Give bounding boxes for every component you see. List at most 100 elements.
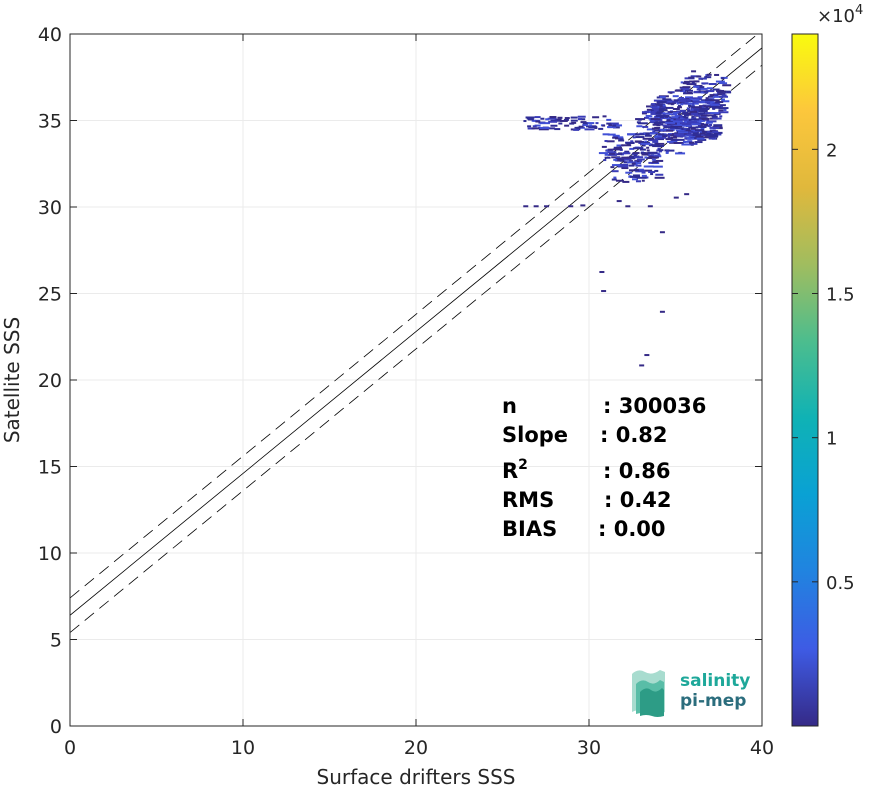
stats-label: RMS	[502, 488, 554, 512]
density-cell	[532, 125, 537, 128]
density-cell	[625, 141, 635, 144]
density-cell	[687, 137, 695, 140]
density-cell	[700, 77, 707, 80]
density-cell	[681, 123, 691, 126]
density-cell	[659, 106, 663, 109]
density-cell	[712, 107, 716, 110]
density-cell	[691, 116, 695, 119]
density-cell	[678, 132, 689, 135]
density-cell	[592, 116, 600, 119]
density-cell	[697, 97, 702, 100]
scatter-point	[691, 70, 697, 73]
density-cell	[668, 137, 673, 140]
density-cell	[695, 112, 705, 115]
density-cell	[684, 89, 693, 92]
density-cell	[686, 107, 690, 110]
density-cell	[576, 126, 585, 129]
y-tick-label: 35	[38, 111, 62, 133]
density-cell	[691, 113, 699, 116]
stats-label: n	[502, 394, 517, 418]
density-cell	[676, 102, 680, 105]
density-cell	[717, 93, 726, 96]
density-cell	[706, 112, 712, 115]
density-cell	[642, 125, 649, 128]
colorbar-tick-label: 0.5	[826, 573, 855, 594]
density-cell	[694, 108, 700, 111]
density-cell	[688, 119, 692, 122]
density-cell	[697, 96, 703, 99]
y-tick-label: 0	[50, 716, 62, 738]
density-cell	[694, 119, 704, 122]
colorbar-tick-label: 2	[826, 140, 837, 161]
density-cell	[705, 121, 713, 124]
density-cell	[666, 134, 677, 137]
density-cell	[652, 140, 659, 143]
density-cell	[557, 116, 563, 119]
density-cell	[564, 124, 570, 127]
density-cell	[646, 108, 655, 111]
density-cell	[577, 115, 586, 118]
scatter-point	[578, 125, 584, 128]
density-cell	[612, 148, 623, 151]
density-cell	[655, 135, 663, 138]
density-cell	[708, 102, 713, 105]
density-cell	[710, 99, 720, 102]
density-cell	[677, 106, 683, 109]
density-cell	[675, 118, 680, 121]
x-tick-label: 0	[64, 737, 76, 759]
density-cell	[704, 136, 715, 139]
density-cell	[687, 102, 691, 105]
density-cell	[664, 115, 668, 118]
density-cell	[611, 178, 617, 181]
density-cell	[662, 104, 666, 107]
density-cell	[672, 111, 679, 114]
density-cell	[651, 111, 660, 114]
density-cell	[686, 98, 691, 101]
density-cell	[687, 112, 691, 115]
density-cell	[651, 127, 659, 130]
density-cell	[644, 134, 652, 137]
density-cell	[680, 81, 684, 84]
density-cell	[695, 129, 705, 132]
density-cell	[655, 114, 665, 117]
density-cell	[619, 159, 623, 162]
density-cell	[691, 123, 701, 126]
density-cell	[662, 98, 672, 101]
density-cell	[687, 140, 693, 143]
density-cell	[635, 180, 641, 183]
density-cell	[673, 113, 678, 116]
density-cell	[696, 137, 705, 140]
density-cell	[667, 102, 675, 105]
density-cell	[655, 112, 662, 115]
density-cell	[584, 128, 595, 131]
density-cell	[693, 117, 697, 120]
density-cell	[634, 160, 642, 163]
density-cell	[710, 105, 721, 108]
density-cell	[704, 76, 712, 79]
density-cell	[632, 163, 638, 166]
density-cell	[554, 128, 561, 131]
density-cell	[603, 159, 607, 162]
density-cell	[621, 167, 629, 170]
density-cell	[693, 100, 701, 103]
density-cell	[630, 140, 634, 143]
density-cell	[636, 158, 645, 161]
density-cell	[701, 117, 710, 120]
colorbar-tick-label: 1	[826, 429, 837, 450]
density-cell	[681, 102, 691, 105]
colorbar	[791, 33, 819, 727]
density-cell	[615, 159, 625, 162]
density-cell	[682, 82, 689, 85]
density-cell	[689, 141, 695, 144]
density-cell	[641, 171, 646, 174]
density-cell	[713, 93, 719, 96]
density-cell	[650, 118, 661, 121]
density-cell	[702, 130, 706, 133]
density-cell	[687, 129, 698, 132]
density-cell	[678, 118, 688, 121]
density-cell	[652, 165, 663, 168]
density-cell	[694, 114, 701, 117]
scatter-point	[544, 205, 550, 208]
density-cell	[613, 176, 617, 179]
density-cell	[669, 141, 678, 144]
